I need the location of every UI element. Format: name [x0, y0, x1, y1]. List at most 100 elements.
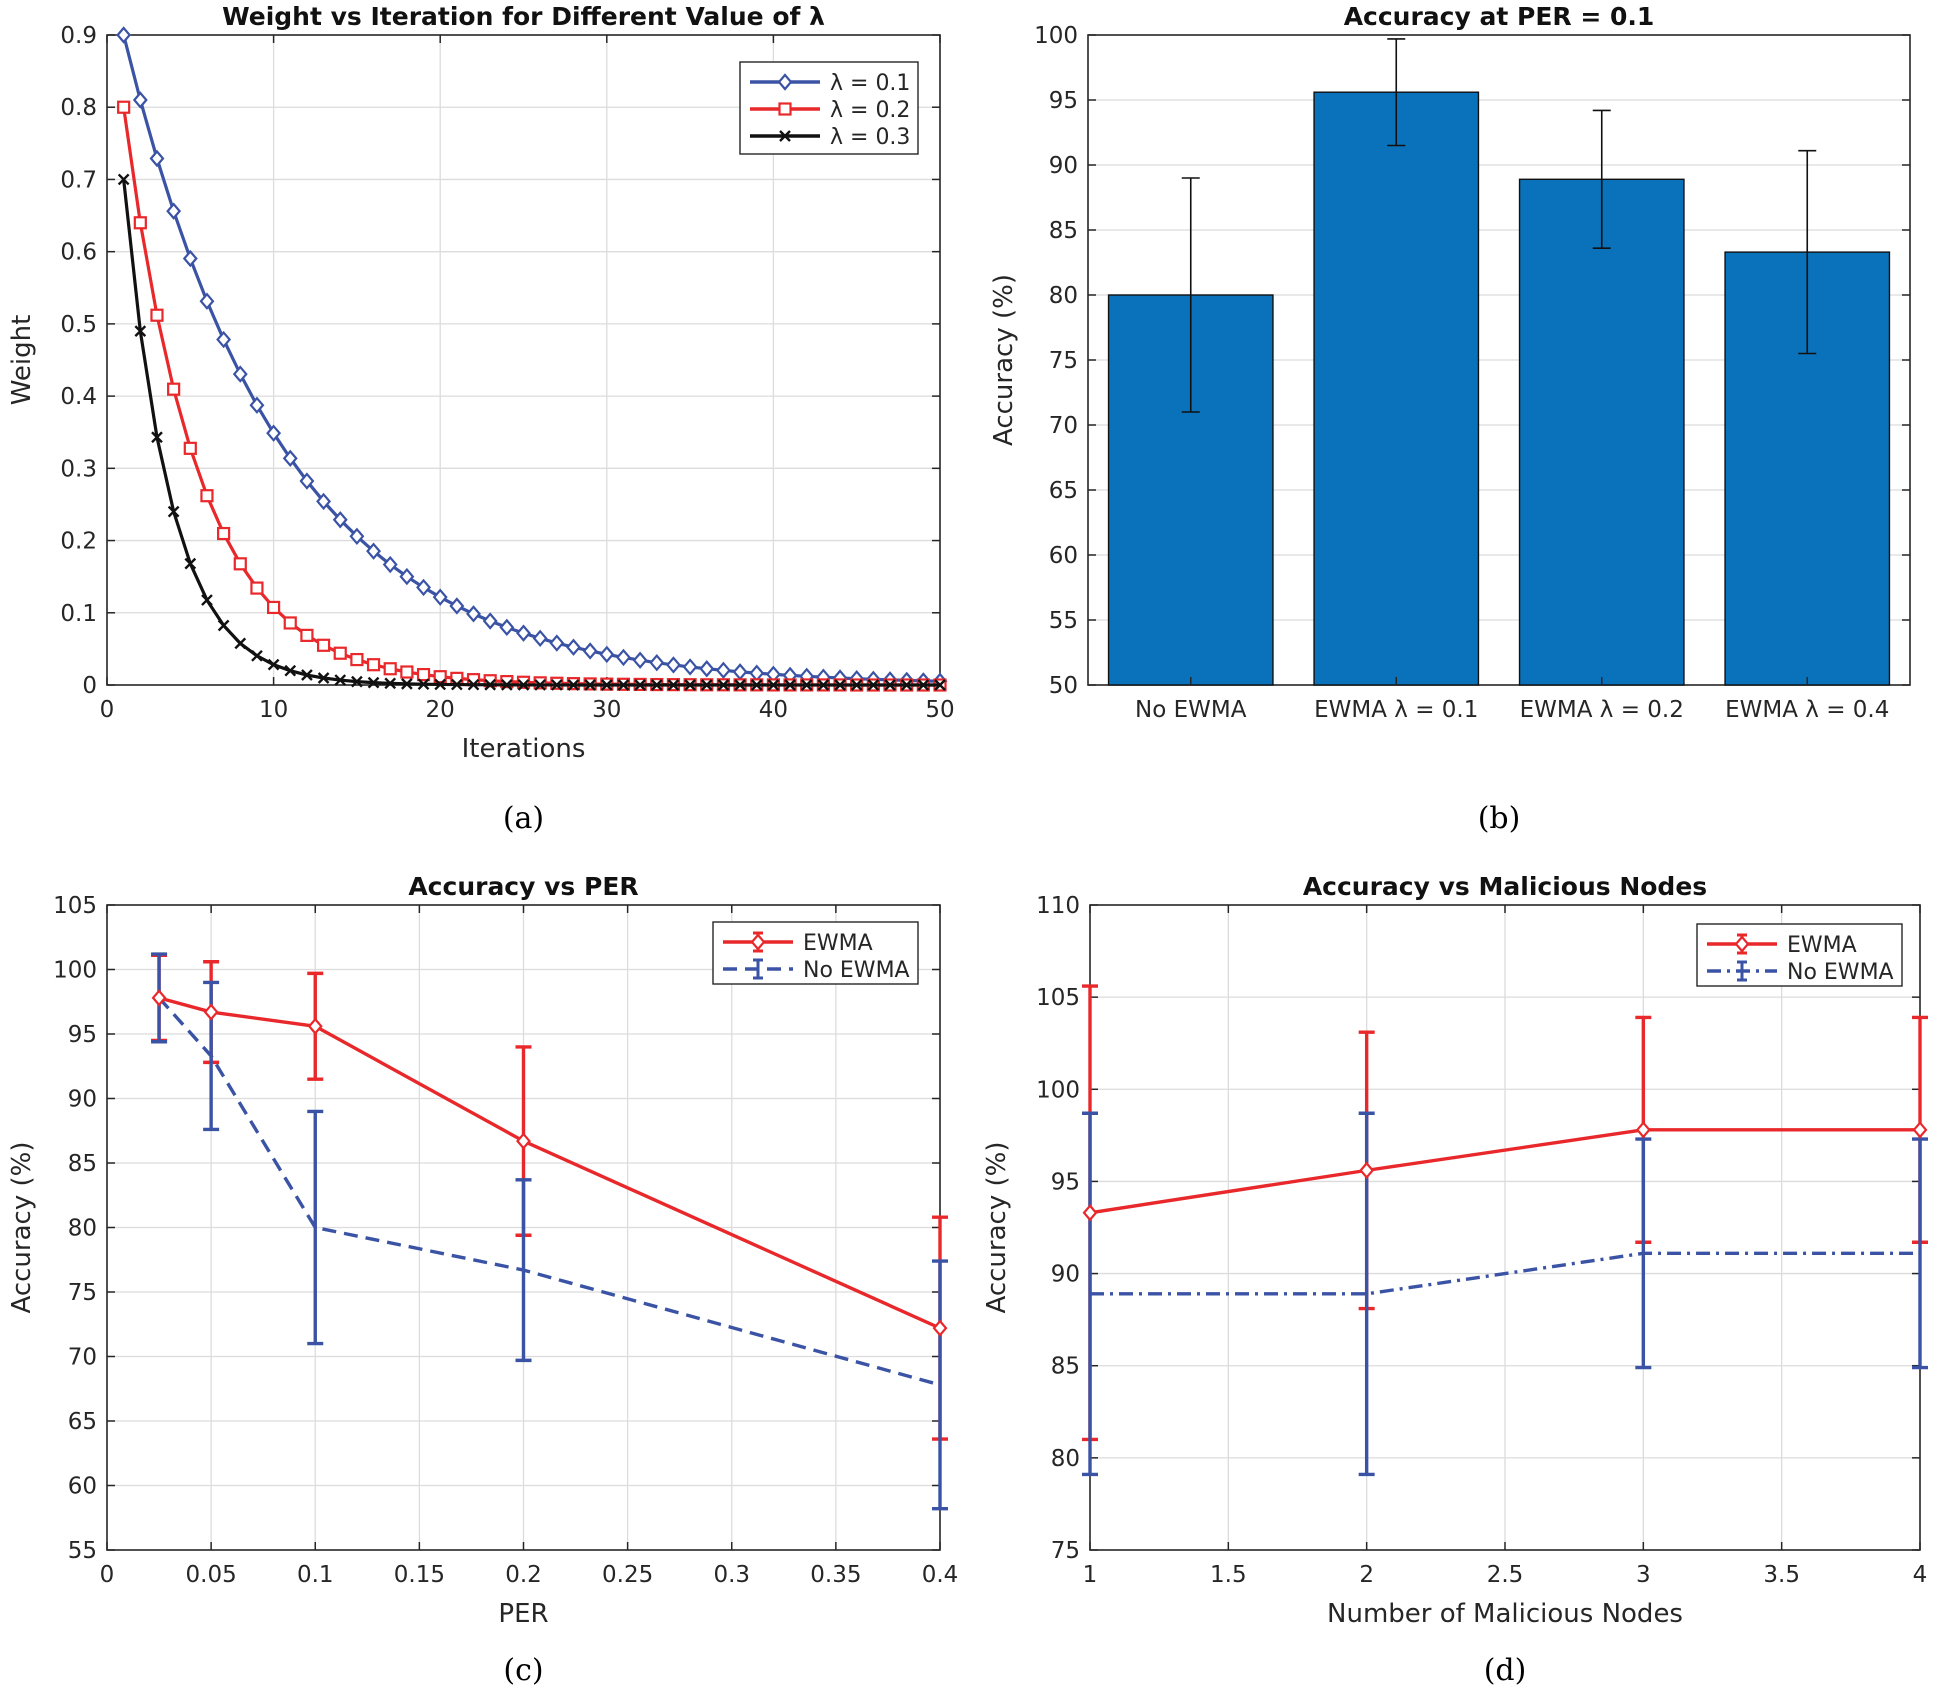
- legend-label: No EWMA: [803, 958, 910, 983]
- data-point: [482, 612, 498, 630]
- data-point: [117, 100, 131, 114]
- data-point: [1359, 1161, 1375, 1180]
- data-point: [134, 325, 147, 337]
- y-tick-label: 70: [68, 1345, 97, 1371]
- y-tick-label: 105: [1036, 985, 1080, 1011]
- y-axis-label: Weight: [7, 315, 37, 406]
- y-tick-label: 0.5: [60, 312, 97, 338]
- error-bar: [1592, 109, 1611, 249]
- legend-marker: [779, 130, 791, 142]
- data-point: [582, 642, 598, 660]
- y-tick-label: 0.1: [60, 601, 97, 627]
- chart-title: Accuracy vs PER: [408, 872, 638, 901]
- data-point: [249, 396, 265, 414]
- chart-panel-a: 0 10 20 30 40 50 0 0.1 0.2 0.3 0.4 0.5 0.6 0.7 0.8 0.9 W…: [7, 2, 955, 836]
- x-tick-label: No EWMA: [1135, 697, 1247, 723]
- y-axis-label: Accuracy (%): [7, 1142, 37, 1314]
- legend-label: λ = 0.3: [830, 125, 910, 150]
- data-point: [233, 557, 247, 571]
- data-point: [283, 616, 297, 630]
- legend-label: EWMA: [803, 931, 873, 956]
- y-tick-label: 90: [1049, 153, 1078, 179]
- x-tick-label: 20: [426, 697, 455, 723]
- x-tick-label: 3: [1636, 1562, 1651, 1588]
- y-tick-label: 75: [68, 1280, 97, 1306]
- legend-errorbar: [1737, 960, 1747, 982]
- data-point: [834, 679, 846, 691]
- data-point: [366, 542, 382, 560]
- data-point: [384, 677, 397, 690]
- x-tick-label: 0.25: [602, 1562, 653, 1588]
- data-point: [682, 658, 698, 676]
- error-bar: [1635, 1137, 1652, 1370]
- y-tick-label: 90: [68, 1087, 97, 1113]
- data-point: [333, 646, 347, 660]
- y-tick-label: 95: [68, 1022, 97, 1048]
- data-point: [434, 678, 447, 691]
- data-point: [517, 679, 530, 691]
- legend-box: [1696, 923, 1903, 987]
- x-tick-label: 4: [1913, 1562, 1928, 1588]
- data-point: [451, 678, 463, 691]
- chart-panel-b: 50 55 60 65 70 75 80 85 90 95 100 Accuracy at PER =…: [989, 2, 1911, 836]
- x-tick-label: 2.5: [1487, 1562, 1524, 1588]
- data-point: [599, 645, 615, 664]
- data-point: [534, 679, 547, 691]
- data-point: [934, 679, 946, 691]
- y-tick-label: 105: [53, 893, 97, 919]
- y-tick-label: 100: [53, 958, 97, 984]
- error-bar: [932, 1259, 948, 1511]
- data-point: [850, 679, 863, 691]
- y-tick-label: 65: [1049, 478, 1078, 504]
- data-point: [116, 26, 132, 44]
- data-point: [282, 449, 298, 468]
- data-point: [250, 581, 264, 595]
- data-point: [399, 567, 415, 586]
- legend-label: λ = 0.1: [830, 71, 910, 96]
- y-tick-label: 85: [1049, 218, 1078, 244]
- y-tick-label: 100: [1036, 1077, 1080, 1103]
- x-axis-label: Number of Malicious Nodes: [1327, 1599, 1683, 1629]
- data-point: [516, 1132, 531, 1150]
- data-point: [550, 679, 563, 691]
- data-point: [184, 557, 197, 570]
- data-point: [817, 679, 830, 691]
- data-point: [316, 638, 331, 652]
- data-point: [715, 661, 731, 680]
- error-bar: [1082, 1111, 1098, 1477]
- y-tick-label: 0.8: [60, 95, 97, 121]
- data-point: [584, 679, 596, 691]
- y-tick-label: 110: [1036, 893, 1080, 919]
- data-point: [267, 658, 280, 671]
- panel-caption: (c): [503, 1653, 543, 1688]
- data-point: [332, 511, 348, 529]
- x-tick-label: EWMA λ = 0.1: [1314, 697, 1478, 723]
- data-point: [167, 382, 181, 396]
- data-point: [432, 588, 448, 606]
- legend-label: EWMA: [1787, 933, 1857, 958]
- data-point: [784, 679, 796, 691]
- y-tick-label: 0.2: [60, 529, 97, 555]
- x-axis-label: PER: [498, 1599, 548, 1629]
- series-line: [1090, 1251, 1920, 1296]
- error-bar: [515, 1178, 532, 1363]
- chart-title: Weight vs Iteration for Different Value …: [222, 2, 825, 31]
- series-line: [122, 179, 940, 687]
- data-point: [467, 678, 480, 691]
- series-line: [1089, 1128, 1920, 1215]
- data-point: [117, 173, 130, 186]
- x-tick-label: 10: [259, 697, 288, 723]
- x-tick-label: 0.1: [297, 1562, 334, 1588]
- data-point: [234, 637, 247, 650]
- legend-label: No EWMA: [1787, 960, 1894, 985]
- data-point: [232, 365, 248, 383]
- data-point: [267, 600, 281, 615]
- data-point: [634, 679, 646, 691]
- bar: [1518, 178, 1685, 686]
- data-point: [800, 679, 813, 691]
- data-point: [667, 679, 680, 691]
- data-point: [133, 216, 147, 230]
- y-tick-label: 75: [1049, 348, 1078, 374]
- data-point: [500, 675, 514, 689]
- x-tick-label: 2: [1359, 1562, 1374, 1588]
